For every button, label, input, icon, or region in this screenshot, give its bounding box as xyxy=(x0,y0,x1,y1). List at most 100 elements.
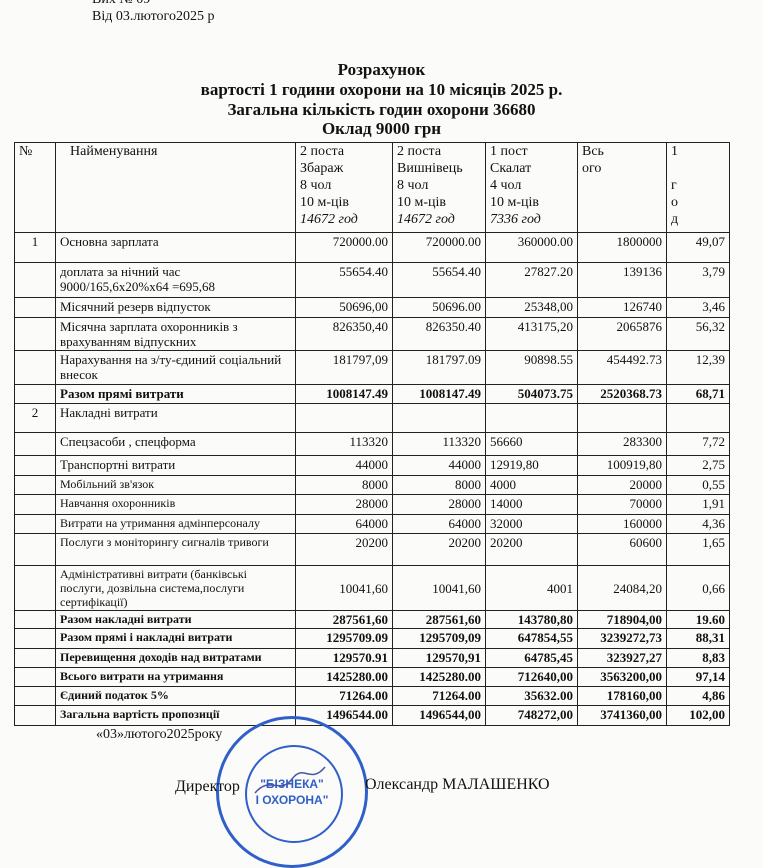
row-name: Всього витрати на утримання xyxy=(55,667,296,687)
cell-skalat: 64785,45 xyxy=(485,648,578,668)
cell-skalat: 14000 xyxy=(485,494,578,515)
row-name: Нарахування на з/ту-єдиний соціальний вн… xyxy=(55,350,296,385)
cell-total: 2520368.73 xyxy=(577,384,667,404)
header-num: № xyxy=(14,142,56,233)
row-number xyxy=(14,565,56,611)
header-line: д xyxy=(671,212,679,227)
table-row: Всього витрати на утримання 1425280.00 142… xyxy=(14,667,730,687)
header-line: 10 м-ців xyxy=(490,195,540,210)
cell-zbarazh: 720000.00 xyxy=(295,232,393,263)
cell-zbarazh: 10041,60 xyxy=(295,565,393,611)
cell-total: 1800000 xyxy=(577,232,667,263)
table-row: Навчання охоронників 28000 28000 14000 70000… xyxy=(14,494,730,515)
cell-total: 718904,00 xyxy=(577,610,667,629)
row-name: Спецзасоби , спецформа xyxy=(55,432,296,456)
cell-per-hour: 97,14 xyxy=(666,667,730,687)
header-line: Всь xyxy=(582,144,604,159)
row-number xyxy=(14,628,56,649)
table-row: Нарахування на з/ту-єдиний соціальний вн… xyxy=(14,350,730,385)
row-number xyxy=(14,297,56,318)
cell-total: 178160,00 xyxy=(577,686,667,706)
stamp-line-2: І ОХОРОНА" xyxy=(255,793,329,807)
cell-total: 454492.73 xyxy=(577,350,667,385)
cell-zbarazh: 64000 xyxy=(295,514,393,534)
stamp-line-1: "БІЗНЕКА" xyxy=(260,777,324,791)
cell-zbarazh: 287561,60 xyxy=(295,610,393,629)
header-line: 2 поста xyxy=(300,144,345,159)
table-row: Транспортні витрати 44000 44000 12919,80 100… xyxy=(14,455,730,476)
cell-skalat: 25348,00 xyxy=(485,297,578,318)
table-row: Адміністративні витрати (банківські посл… xyxy=(14,565,730,611)
cell-per-hour: 68,71 xyxy=(666,384,730,404)
cell-zbarazh: 44000 xyxy=(295,455,393,476)
header-line: Скалат xyxy=(490,161,532,176)
cell-vyshnivets: 1425280.00 xyxy=(392,667,486,687)
cell-vyshnivets: 826350.40 xyxy=(392,317,486,351)
table-row: Разом прямі і накладні витрати 1295709.09… xyxy=(14,628,730,649)
cell-zbarazh: 8000 xyxy=(295,475,393,495)
cell-per-hour: 1,91 xyxy=(666,494,730,515)
cell-zbarazh: 129570.91 xyxy=(295,648,393,668)
cell-total: 2065876 xyxy=(577,317,667,351)
header-line: 14672 год xyxy=(397,212,455,227)
cell-total: 139136 xyxy=(577,262,667,298)
header-total: Всь ого xyxy=(577,142,667,233)
table-row: 1 Основна зарплата 720000.00 720000.00 36000… xyxy=(14,232,730,263)
row-name: Разом накладні витрати xyxy=(55,610,296,629)
row-number: 2 xyxy=(14,403,56,433)
row-number xyxy=(14,648,56,668)
cell-vyshnivets: 1496544,00 xyxy=(392,705,486,726)
cell-vyshnivets: 55654.40 xyxy=(392,262,486,298)
header-line xyxy=(671,161,725,178)
header-line: 7336 год xyxy=(490,212,541,227)
row-number xyxy=(14,317,56,351)
cell-vyshnivets: 1008147.49 xyxy=(392,384,486,404)
cell-per-hour: 7,72 xyxy=(666,432,730,456)
cost-table: № Найменування 2 поста Збараж 8 чол 10 м-ц… xyxy=(14,142,730,726)
cell-per-hour: 88,31 xyxy=(666,628,730,649)
row-name: Загальна вартість пропозиції xyxy=(55,705,296,726)
table-row: Місячна зарплата охоронників з врахуванн… xyxy=(14,317,730,351)
header-line: 1 пост xyxy=(490,144,528,159)
header-skalat: 1 пост Скалат 4 чол 10 м-ців 7336 год xyxy=(485,142,578,233)
document-subtitle: вартості 1 години охорони на 10 місяців … xyxy=(200,80,563,99)
cell-vyshnivets: 10041,60 xyxy=(392,565,486,611)
row-number xyxy=(14,350,56,385)
cell-per-hour: 2,75 xyxy=(666,455,730,476)
row-name: Навчання охоронників xyxy=(55,494,296,515)
cell-total: 3563200,00 xyxy=(577,667,667,687)
letter-date: Від 03.лютого2025 р xyxy=(92,9,215,24)
header-line: 14672 год xyxy=(300,212,358,227)
cell-vyshnivets: 720000.00 xyxy=(392,232,486,263)
cell-total: 70000 xyxy=(577,494,667,515)
header-zbarazh: 2 поста Збараж 8 чол 10 м-ців 14672 год xyxy=(295,142,393,233)
header-line: 10 м-ців xyxy=(397,195,447,210)
cell-total: 283300 xyxy=(577,432,667,456)
cell-zbarazh: 826350,40 xyxy=(295,317,393,351)
header-line: Вишнівець xyxy=(397,161,463,176)
cell-zbarazh: 55654.40 xyxy=(295,262,393,298)
cell-per-hour: 12,39 xyxy=(666,350,730,385)
cell-vyshnivets: 113320 xyxy=(392,432,486,456)
cell-per-hour: 56,32 xyxy=(666,317,730,351)
cell-skalat: 504073.75 xyxy=(485,384,578,404)
row-name: Місячна зарплата охоронників з врахуванн… xyxy=(55,317,296,351)
cell-zbarazh: 1295709.09 xyxy=(295,628,393,649)
cell-total xyxy=(577,403,667,433)
cell-skalat: 56660 xyxy=(485,432,578,456)
cell-zbarazh: 50696,00 xyxy=(295,297,393,318)
table-row: Разом накладні витрати 287561,60 287561,60… xyxy=(14,610,730,629)
cell-zbarazh xyxy=(295,403,393,433)
row-name: Основна зарплата xyxy=(55,232,296,263)
row-number xyxy=(14,533,56,566)
row-name: Витрати на утримання адмінперсоналу xyxy=(55,514,296,534)
cell-skalat: 12919,80 xyxy=(485,455,578,476)
cell-skalat: 413175,20 xyxy=(485,317,578,351)
cell-skalat: 748272,00 xyxy=(485,705,578,726)
cell-per-hour: 19.60 xyxy=(666,610,730,629)
cell-vyshnivets: 50696.00 xyxy=(392,297,486,318)
cell-per-hour: 0,55 xyxy=(666,475,730,495)
header-line: 10 м-ців xyxy=(300,195,350,210)
cell-per-hour: 0,66 xyxy=(666,565,730,611)
cell-vyshnivets: 8000 xyxy=(392,475,486,495)
